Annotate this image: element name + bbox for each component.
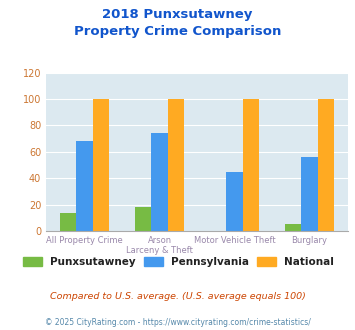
- Bar: [168, 99, 184, 231]
- Bar: [93, 99, 109, 231]
- Bar: [285, 224, 301, 231]
- Bar: [151, 133, 168, 231]
- Bar: [318, 99, 334, 231]
- Bar: [60, 213, 76, 231]
- Text: 2018 Punxsutawney: 2018 Punxsutawney: [102, 8, 253, 21]
- Bar: [76, 141, 93, 231]
- Bar: [301, 157, 318, 231]
- Bar: [243, 99, 259, 231]
- Text: Compared to U.S. average. (U.S. average equals 100): Compared to U.S. average. (U.S. average …: [50, 292, 305, 301]
- Bar: [135, 207, 151, 231]
- Text: © 2025 CityRating.com - https://www.cityrating.com/crime-statistics/: © 2025 CityRating.com - https://www.city…: [45, 318, 310, 327]
- Bar: [226, 172, 243, 231]
- Legend: Punxsutawney, Pennsylvania, National: Punxsutawney, Pennsylvania, National: [23, 257, 334, 267]
- Text: Property Crime Comparison: Property Crime Comparison: [74, 25, 281, 38]
